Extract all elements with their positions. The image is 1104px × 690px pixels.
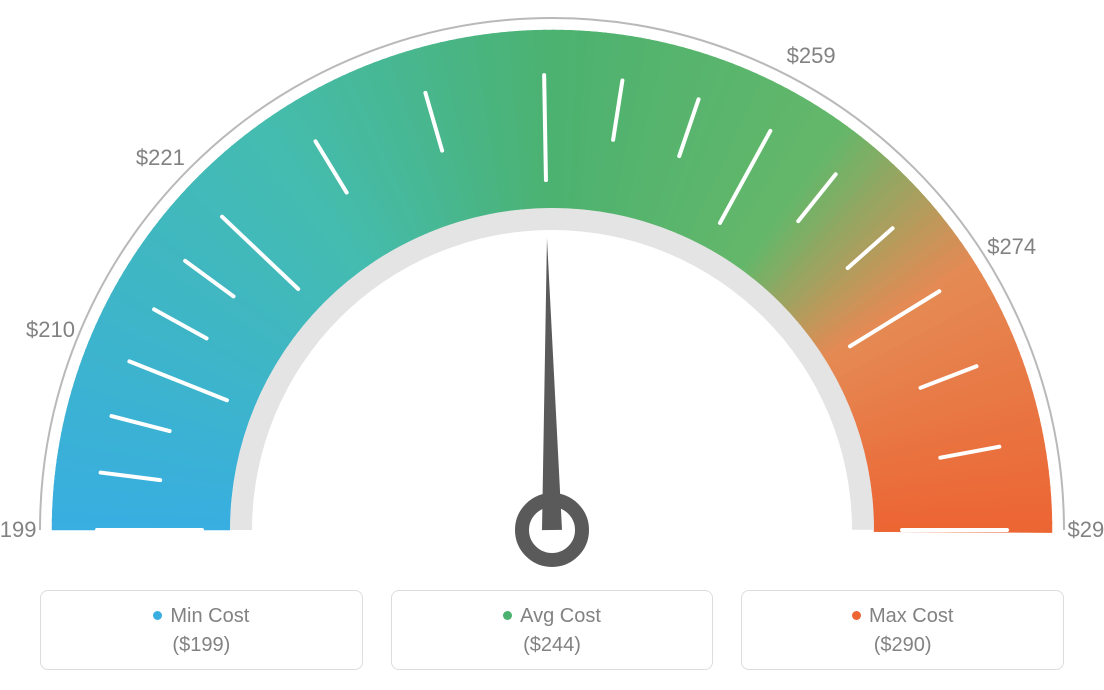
bullet-icon xyxy=(153,611,162,620)
legend-value-min: ($199) xyxy=(51,634,352,657)
gauge-tick-label: $259 xyxy=(787,43,836,69)
gauge-svg xyxy=(0,0,1104,590)
gauge-tick-label: $199 xyxy=(0,517,36,543)
legend-card-avg: Avg Cost ($244) xyxy=(391,590,714,670)
bullet-icon xyxy=(503,611,512,620)
legend-title-avg: Avg Cost xyxy=(402,605,703,628)
gauge-tick-label: $244 xyxy=(518,0,567,3)
cost-gauge-figure: $199 $210 $221 $244 $259 $274 $290 Min Cost ($… xyxy=(0,0,1104,690)
legend-title-max: Max Cost xyxy=(752,605,1053,628)
legend-title-min: Min Cost xyxy=(51,605,352,628)
legend-value-max: ($290) xyxy=(752,634,1053,657)
legend-card-min: Min Cost ($199) xyxy=(40,590,363,670)
gauge-tick-label: $210 xyxy=(26,317,75,343)
legend-label: Min Cost xyxy=(170,605,249,627)
legend-row: Min Cost ($199) Avg Cost ($244) Max Cost… xyxy=(40,590,1064,670)
gauge-tick-label: $221 xyxy=(136,145,185,171)
gauge-tick-label: $290 xyxy=(1068,517,1104,543)
legend-label: Avg Cost xyxy=(520,605,601,627)
legend-value-avg: ($244) xyxy=(402,634,703,657)
legend-card-max: Max Cost ($290) xyxy=(741,590,1064,670)
gauge-tick-label: $274 xyxy=(987,234,1036,260)
legend-label: Max Cost xyxy=(869,605,953,627)
bullet-icon xyxy=(852,611,861,620)
